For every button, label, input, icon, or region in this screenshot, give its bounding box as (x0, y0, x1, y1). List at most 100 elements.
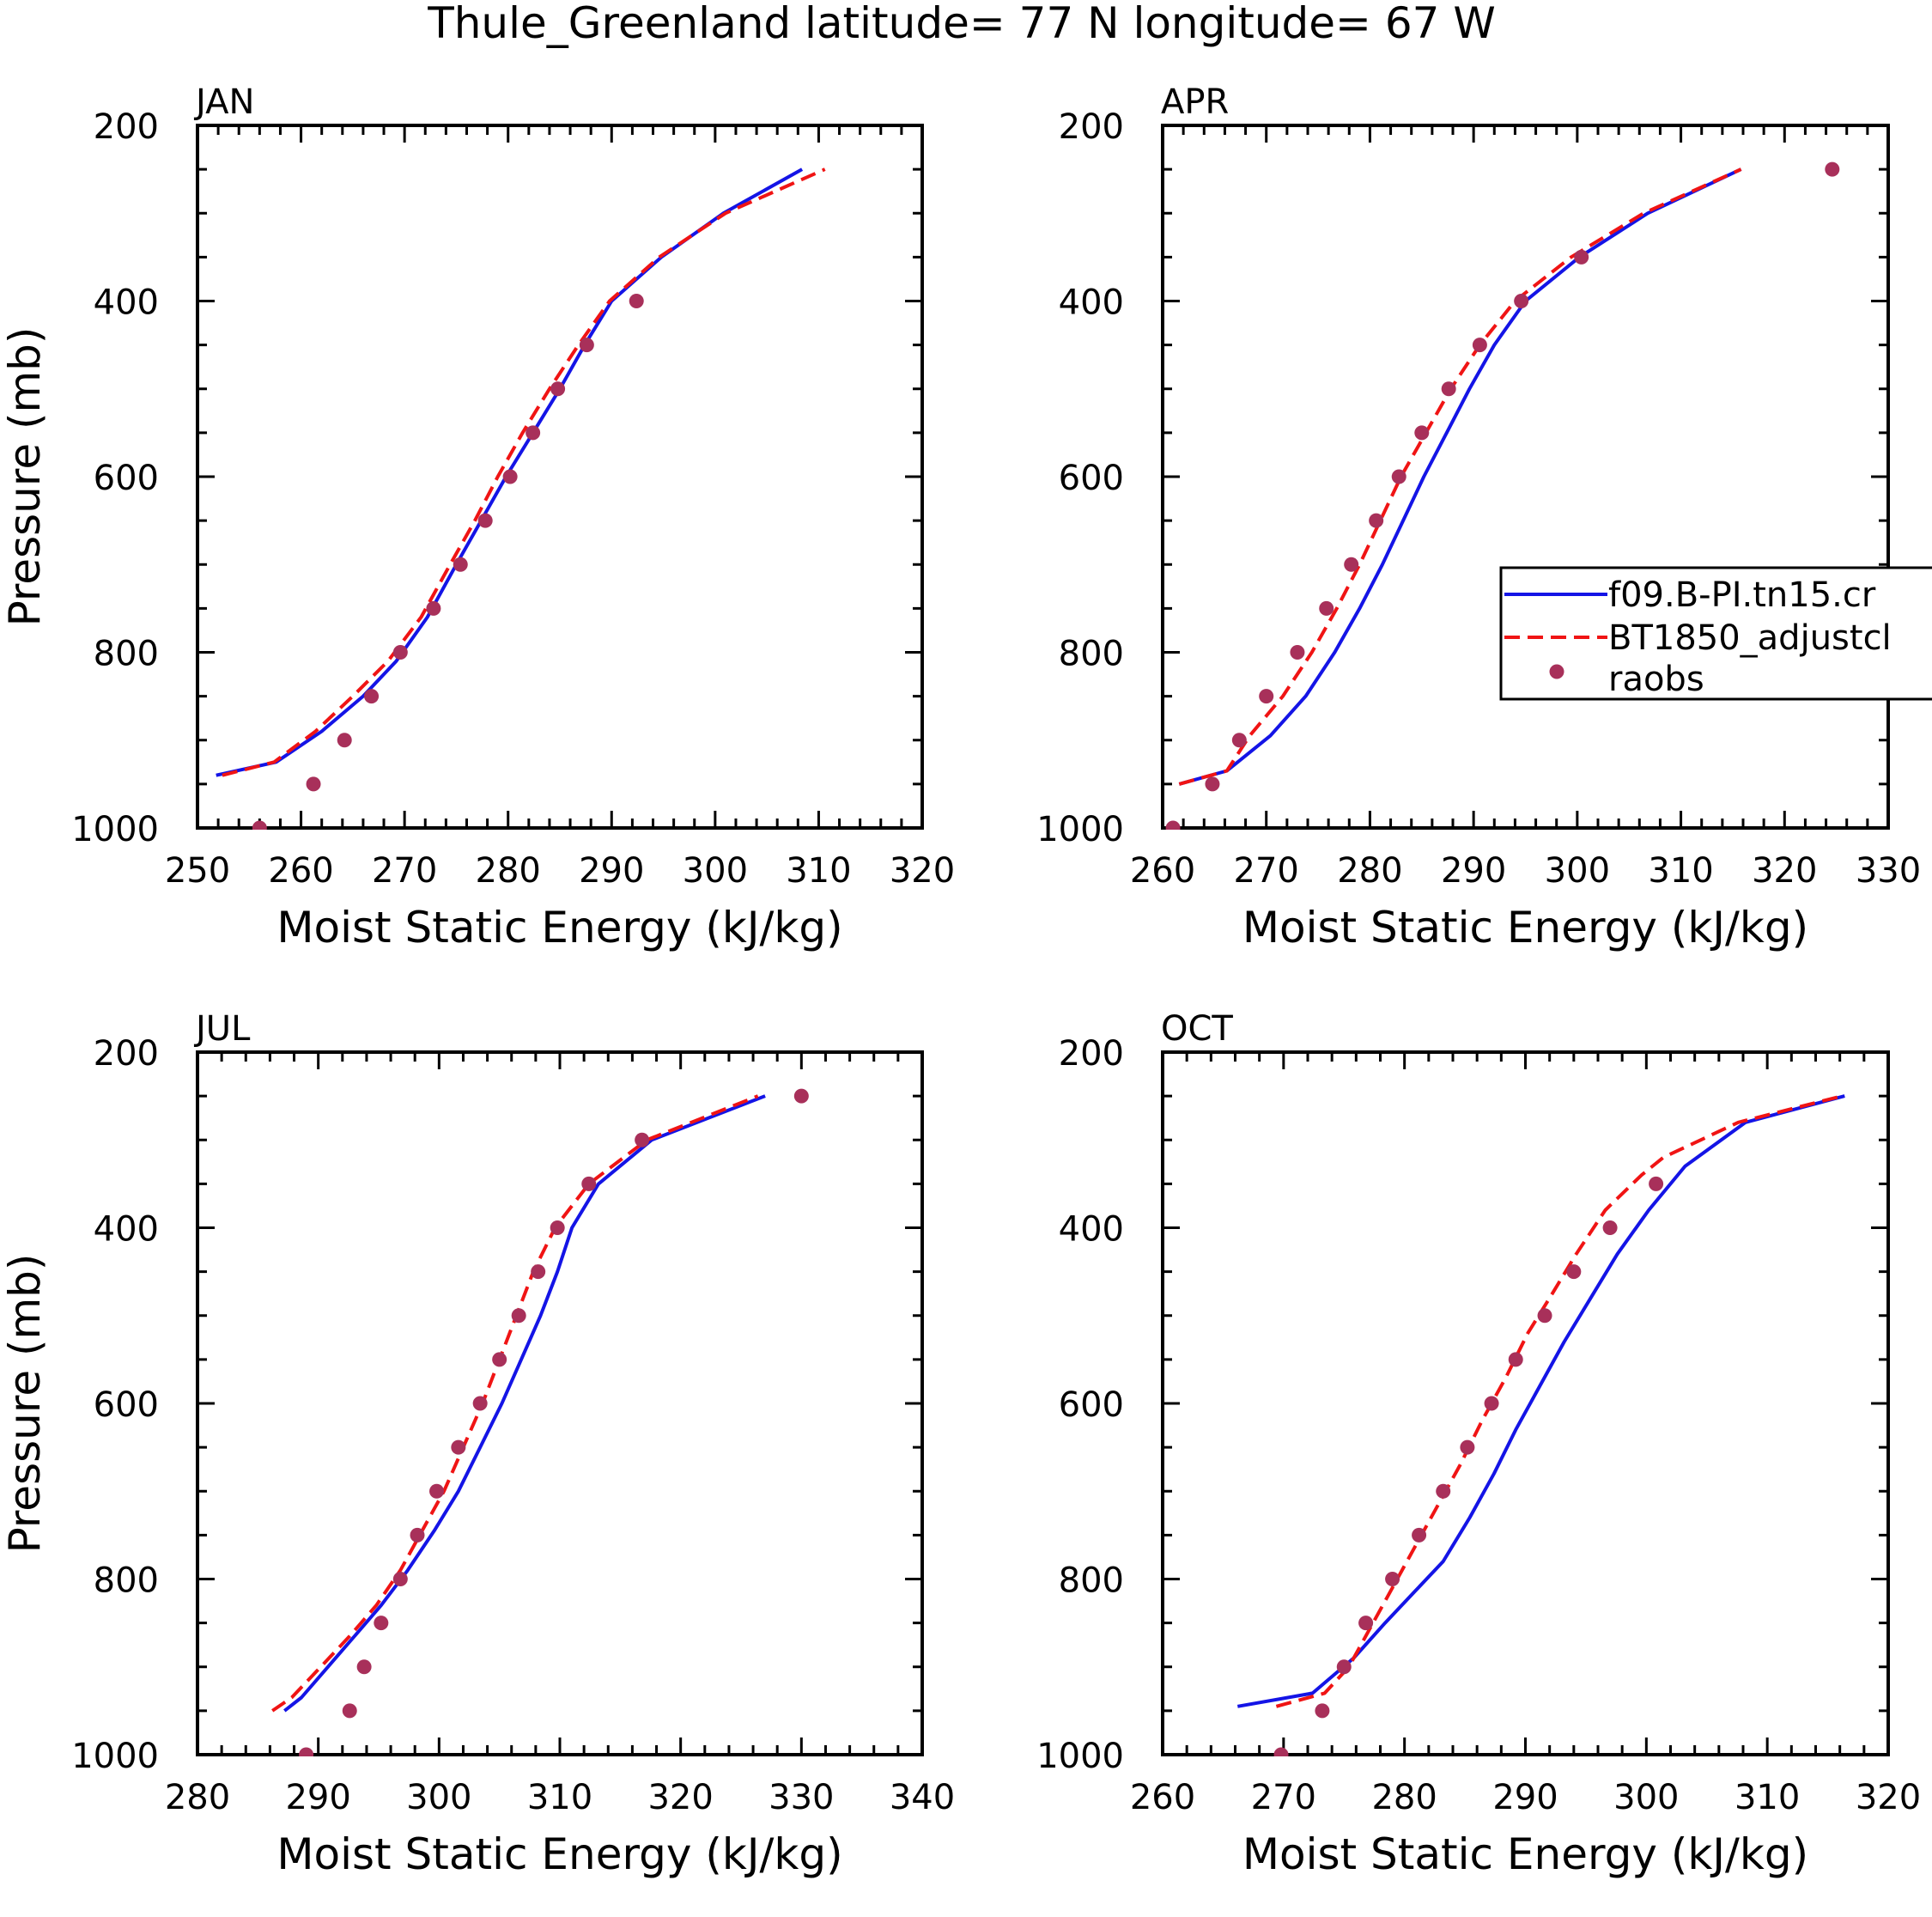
series-line-bt1850-adjustcl (271, 1094, 759, 1713)
raobs-point (1574, 249, 1589, 265)
y-tick-label: 800 (94, 635, 159, 674)
y-tick-label: 200 (1059, 1034, 1124, 1074)
x-tick-label: 290 (1492, 1778, 1558, 1817)
raobs-point (1412, 1527, 1427, 1543)
x-tick-label: 260 (1130, 851, 1195, 891)
raobs-point (472, 1396, 488, 1411)
x-tick-label: 280 (1337, 851, 1402, 891)
y-tick-label: 200 (94, 107, 159, 147)
figure-title: Thule_Greenland latitude= 77 N longitude… (427, 0, 1496, 48)
raobs-point (451, 1439, 466, 1455)
panel-oct: OCT 260 270 280 290 300 310 320 200 400 600 800 1000… (1036, 1009, 1921, 1879)
x-tick-label: 320 (1752, 851, 1817, 891)
raobs-point (635, 1132, 650, 1147)
raobs-point (1319, 600, 1334, 616)
series-line-bt1850-adjustcl (222, 167, 826, 777)
series-line-bt1850-adjustcl (1275, 1094, 1843, 1708)
raobs-point (342, 1703, 357, 1719)
y-tick-label: 400 (94, 283, 159, 323)
series-line-f09-b-pi (283, 1094, 766, 1713)
raobs-point (1460, 1439, 1475, 1455)
x-tick-label: 290 (285, 1778, 350, 1817)
raobs-point (1315, 1703, 1330, 1719)
raobs-point (410, 1527, 425, 1543)
raobs-point (1484, 1396, 1499, 1411)
raobs-point (426, 600, 441, 616)
data-layer (216, 167, 826, 830)
x-tick-label: 270 (1251, 1778, 1316, 1817)
y-tick-label: 800 (1059, 635, 1124, 674)
raobs-point (392, 1572, 408, 1586)
data-layer (271, 1088, 809, 1756)
panel-label: JAN (193, 82, 254, 122)
data-layer (1236, 1094, 1845, 1756)
y-tick-label: 200 (1059, 107, 1124, 147)
data-layer (1165, 161, 1840, 830)
plot-frame (196, 1050, 924, 1756)
x-tick-label: 310 (1648, 851, 1713, 891)
y-tick-label: 600 (94, 459, 159, 498)
x-axis-label: Moist Static Energy (kJ/kg) (1242, 1829, 1808, 1879)
y-tick-label: 1000 (71, 1737, 159, 1776)
x-tick-label: 270 (372, 851, 437, 891)
raobs-point (1290, 645, 1305, 660)
raobs-point (337, 733, 352, 748)
raobs-point (1441, 381, 1456, 397)
panel-jan: JAN 250 260 270 280 290 300 310 320 200 400 600 800 1… (0, 82, 955, 952)
raobs-point (1566, 1264, 1582, 1280)
series-line-f09-b-pi (1178, 167, 1742, 786)
y-tick-label: 600 (1059, 459, 1124, 498)
raobs-point (1385, 1572, 1400, 1586)
legend-label: f09.B-PI.tn15.cr (1608, 575, 1876, 615)
y-axis-label: Pressure (mb) (0, 327, 50, 627)
raobs-point (531, 1264, 546, 1280)
raobs-point (1436, 1483, 1451, 1499)
x-axis-label: Moist Static Energy (kJ/kg) (276, 1829, 842, 1879)
raobs-point (526, 425, 541, 441)
x-tick-label: 270 (1234, 851, 1299, 891)
raobs-point (1369, 513, 1384, 528)
x-axis-label: Moist Static Energy (kJ/kg) (276, 903, 842, 952)
raobs-point (550, 381, 566, 397)
raobs-point (1537, 1308, 1552, 1324)
y-tick-label: 800 (1059, 1561, 1124, 1601)
legend-label: raobs (1608, 660, 1704, 699)
raobs-point (1259, 689, 1274, 704)
raobs-point (299, 1747, 314, 1756)
y-tick-label: 400 (94, 1210, 159, 1250)
y-tick-label: 1000 (1036, 1737, 1124, 1776)
raobs-point (1336, 1659, 1352, 1675)
plot-frame (1161, 124, 1890, 830)
raobs-point (392, 645, 408, 660)
raobs-point (1414, 425, 1430, 441)
raobs-point (1514, 294, 1529, 308)
x-tick-label: 310 (786, 851, 851, 891)
x-tick-label: 290 (579, 851, 644, 891)
raobs-point (1273, 1747, 1289, 1756)
x-tick-label: 250 (165, 851, 230, 891)
y-tick-label: 600 (94, 1385, 159, 1425)
raobs-point (1472, 338, 1487, 353)
x-tick-label: 260 (268, 851, 333, 891)
raobs-point (356, 1659, 372, 1675)
raobs-point (252, 820, 267, 830)
x-tick-label: 320 (1856, 1778, 1921, 1817)
raobs-point (429, 1483, 445, 1499)
panel-label: OCT (1161, 1009, 1233, 1049)
raobs-point (374, 1616, 389, 1631)
raobs-point (502, 469, 518, 484)
x-tick-label: 300 (406, 1778, 471, 1817)
y-tick-label: 800 (94, 1561, 159, 1601)
panel-apr: APR 260 270 280 290 300 310 320 330 200 400 600 800 1… (1036, 82, 1932, 952)
x-tick-label: 340 (890, 1778, 955, 1817)
x-tick-label: 320 (890, 851, 955, 891)
raobs-point (364, 689, 380, 704)
x-tick-label: 280 (1371, 1778, 1437, 1817)
x-tick-label: 300 (1545, 851, 1610, 891)
raobs-point (1165, 820, 1181, 830)
plot-frame (196, 124, 924, 830)
raobs-point (1508, 1352, 1523, 1367)
y-tick-label: 1000 (71, 810, 159, 849)
plot-frame (1161, 1050, 1890, 1756)
